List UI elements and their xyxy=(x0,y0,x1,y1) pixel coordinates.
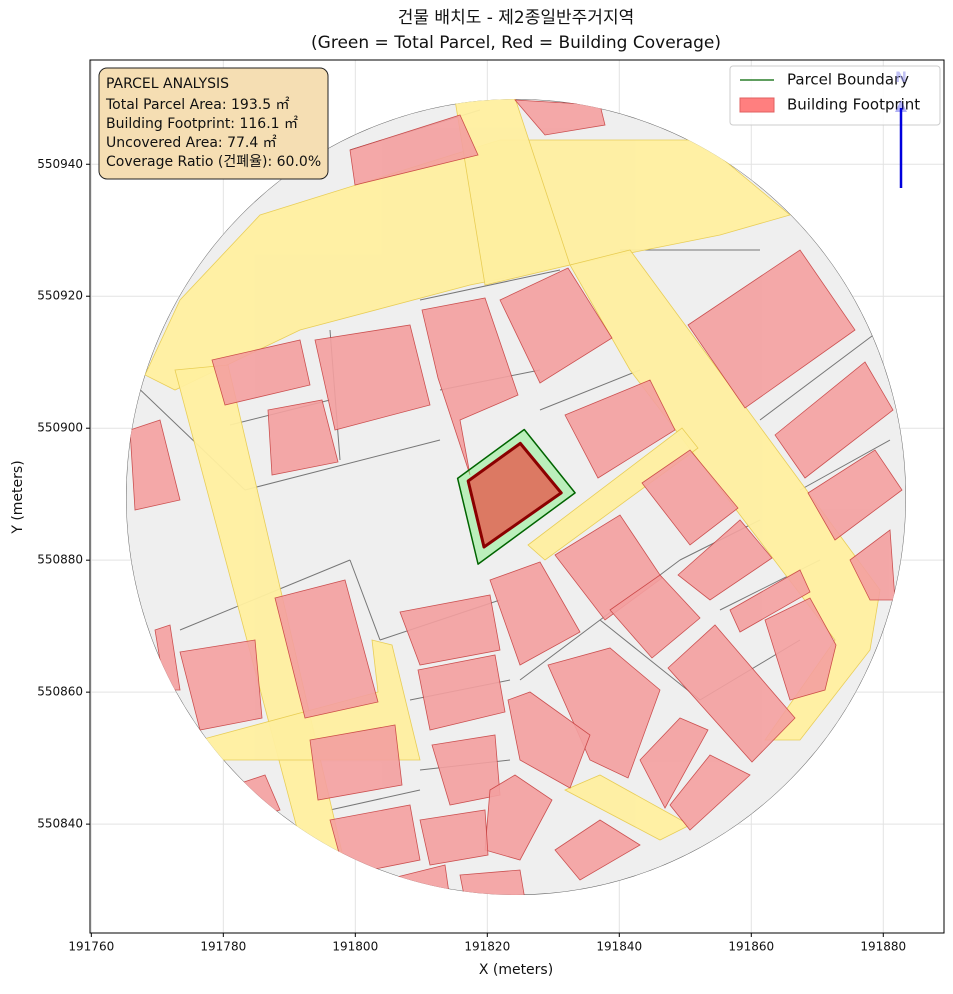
legend-patch xyxy=(739,97,775,113)
annotation-line: Coverage Ratio (건폐율): 60.0% xyxy=(106,154,321,170)
axes: 191760 191780 191800 191820 191840 191860 1918… xyxy=(37,157,906,954)
north-arrow-head xyxy=(895,100,907,112)
parcel-layer xyxy=(456,428,576,565)
north-label: N xyxy=(895,70,907,86)
y-tick-label: 550920 xyxy=(37,289,83,303)
y-tick-label: 550840 xyxy=(37,817,83,831)
building-polygon xyxy=(466,441,563,549)
x-tick-label: 191760 xyxy=(68,940,114,954)
annotation-box: PARCEL ANALYSIS Total Parcel Area: 193.5… xyxy=(98,67,329,180)
x-tick-label: 191780 xyxy=(200,940,246,954)
y-tick-label: 550900 xyxy=(37,421,83,435)
annotation-title: PARCEL ANALYSIS xyxy=(106,76,229,92)
x-tick-label: 191820 xyxy=(464,940,510,954)
annotation-line: Uncovered Area: 77.4 ㎡ xyxy=(106,135,277,151)
x-tick-label: 191840 xyxy=(596,940,642,954)
annotation-background xyxy=(98,67,329,180)
annotation-lines: Total Parcel Area: 193.5 ㎡ Building Footp… xyxy=(105,97,321,170)
plot-frame xyxy=(89,59,945,934)
x-tick-label: 191800 xyxy=(332,940,378,954)
legend-label: Parcel Boundary xyxy=(787,71,909,89)
road xyxy=(527,427,699,561)
y-tick-label: 550940 xyxy=(37,157,83,171)
y-tick-label: 550880 xyxy=(37,553,83,567)
north-arrow: N xyxy=(895,70,907,188)
legend: Parcel Boundary Building Footprint xyxy=(729,65,941,126)
legend-frame xyxy=(729,65,941,126)
annotation-line: Total Parcel Area: 193.5 ㎡ xyxy=(105,97,290,113)
chart-subtitle: (Green = Total Parcel, Red = Building Co… xyxy=(311,33,721,53)
legend-label: Building Footprint xyxy=(787,96,920,114)
x-tick-label: 191880 xyxy=(860,940,906,954)
y-axis-label: Y (meters) xyxy=(10,460,26,534)
x-axis-label: X (meters) xyxy=(479,962,553,978)
annotation-line: Building Footprint: 116.1 ㎡ xyxy=(106,116,298,132)
chart-title: 건물 배치도 - 제2종일반주거지역 xyxy=(398,8,634,28)
x-tick-label: 191860 xyxy=(728,940,774,954)
y-tick-label: 550860 xyxy=(37,685,83,699)
